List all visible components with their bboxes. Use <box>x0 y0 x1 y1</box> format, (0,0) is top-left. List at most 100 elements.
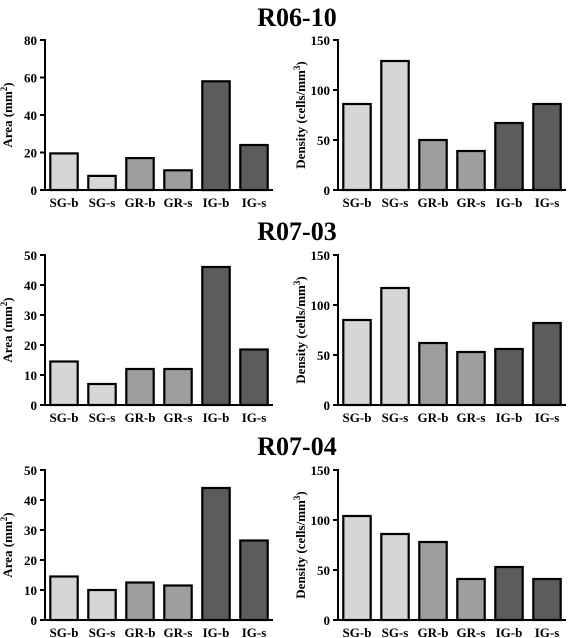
y-tick-label: 0 <box>324 613 331 628</box>
bar-sg-s <box>380 532 410 622</box>
y-axis-label: Area (mm2) <box>0 512 15 577</box>
x-tick-label: GR-s <box>164 625 193 638</box>
y-tick-label: 50 <box>317 133 330 148</box>
chart-panel-4: 0 50 100 150 SG-b SG-s GR-b GR-s IG-b IG-s Density… <box>292 248 566 425</box>
y-tick-label: 30 <box>24 523 37 538</box>
bar-sg-s <box>87 174 117 192</box>
bar-gr-b <box>125 581 155 622</box>
x-tick-label: IG-b <box>496 195 523 210</box>
bar-gr-b <box>418 540 448 622</box>
x-tick-label: GR-b <box>417 410 448 425</box>
bar-gr-s <box>456 577 486 622</box>
bar-sg-b <box>342 102 372 192</box>
bar-ig-b <box>201 80 231 192</box>
y-tick-label: 60 <box>24 71 37 86</box>
bar-ig-b <box>494 121 524 192</box>
y-tick-label: 50 <box>24 248 37 263</box>
bar-sg-s <box>87 382 117 407</box>
y-tick-label: 100 <box>311 513 331 528</box>
bar-sg-b <box>342 318 372 407</box>
bar-gr-s <box>456 350 486 407</box>
bar-sg-b <box>49 575 79 622</box>
y-tick-label: 30 <box>24 308 37 323</box>
x-tick-label: GR-b <box>124 625 155 638</box>
x-tick-label: SG-b <box>50 625 79 638</box>
bar-ig-b <box>201 265 231 407</box>
y-tick-label: 20 <box>24 338 37 353</box>
chart-panel-6: 0 50 100 150 SG-b SG-s GR-b GR-s IG-b IG-s Density… <box>292 463 566 638</box>
x-tick-label: SG-b <box>343 410 372 425</box>
y-tick-label: 150 <box>311 463 331 478</box>
y-tick-label: 20 <box>24 146 37 161</box>
x-tick-label: IG-s <box>242 195 267 210</box>
x-tick-label: IG-b <box>203 410 230 425</box>
bar-sg-s <box>87 588 117 622</box>
x-tick-label: GR-b <box>417 195 448 210</box>
bar-ig-s <box>239 539 269 622</box>
bar-gr-s <box>163 584 193 622</box>
x-tick-label: GR-s <box>164 410 193 425</box>
group-title-r07-03: R07-03 <box>257 217 336 246</box>
bar-ig-b <box>494 565 524 622</box>
y-axis-label: Area (mm2) <box>0 82 15 147</box>
x-tick-label: GR-s <box>457 625 486 638</box>
x-tick-label: IG-s <box>242 625 267 638</box>
x-tick-label: SG-s <box>382 625 409 638</box>
bar-gr-s <box>456 149 486 192</box>
x-tick-label: SG-s <box>89 625 116 638</box>
y-axis-label: Density (cells/mm3) <box>292 491 308 598</box>
x-tick-label: SG-b <box>50 410 79 425</box>
x-tick-label: GR-b <box>417 625 448 638</box>
y-tick-label: 100 <box>311 83 331 98</box>
x-tick-label: GR-b <box>124 410 155 425</box>
chart-panel-2: 0 50 100 150 SG-b SG-s GR-b GR-s IG-b IG-s Density… <box>292 33 566 210</box>
bar-gr-b <box>125 367 155 407</box>
y-tick-label: 50 <box>24 463 37 478</box>
x-tick-label: IG-s <box>535 410 560 425</box>
bar-ig-s <box>532 102 562 192</box>
charts-layer: 0 20 40 60 80 SG-b SG-s GR-b GR-s IG-b IG-s Area (m… <box>0 33 566 638</box>
chart-panel-3: 0 10 20 30 40 50 SG-b SG-s GR-b GR-s IG-b IG-s Area … <box>0 248 273 425</box>
x-tick-label: SG-b <box>343 625 372 638</box>
y-tick-label: 0 <box>324 183 331 198</box>
y-tick-label: 10 <box>24 583 37 598</box>
x-tick-label: IG-s <box>242 410 267 425</box>
bar-gr-b <box>418 138 448 192</box>
x-tick-label: SG-b <box>50 195 79 210</box>
y-tick-label: 40 <box>24 278 37 293</box>
x-tick-label: SG-b <box>343 195 372 210</box>
bar-sg-s <box>380 59 410 192</box>
y-tick-label: 150 <box>311 33 331 48</box>
x-tick-label: GR-s <box>457 195 486 210</box>
y-axis-label: Density (cells/mm3) <box>292 61 308 168</box>
x-tick-label: GR-s <box>457 410 486 425</box>
bar-ig-b <box>201 486 231 622</box>
bar-gr-s <box>163 367 193 407</box>
y-tick-label: 50 <box>317 563 330 578</box>
bar-gr-b <box>125 157 155 192</box>
x-tick-label: IG-b <box>203 195 230 210</box>
bar-ig-s <box>239 348 269 407</box>
y-axis-label: Area (mm2) <box>0 297 15 362</box>
bar-sg-b <box>49 360 79 407</box>
bar-sg-b <box>342 514 372 622</box>
x-tick-label: GR-b <box>124 195 155 210</box>
y-tick-label: 0 <box>31 398 38 413</box>
x-tick-label: SG-s <box>382 195 409 210</box>
y-tick-label: 40 <box>24 108 37 123</box>
bar-gr-s <box>163 169 193 192</box>
bar-gr-b <box>418 341 448 407</box>
y-tick-label: 80 <box>24 33 37 48</box>
x-tick-label: SG-s <box>382 410 409 425</box>
x-tick-label: IG-s <box>535 195 560 210</box>
y-tick-label: 50 <box>317 348 330 363</box>
y-tick-label: 40 <box>24 493 37 508</box>
bar-ig-s <box>239 143 269 192</box>
x-tick-label: SG-s <box>89 195 116 210</box>
bar-ig-b <box>494 347 524 407</box>
y-tick-label: 150 <box>311 248 331 263</box>
x-tick-label: IG-b <box>496 410 523 425</box>
y-axis-label: Density (cells/mm3) <box>292 276 308 383</box>
bar-ig-s <box>532 321 562 407</box>
